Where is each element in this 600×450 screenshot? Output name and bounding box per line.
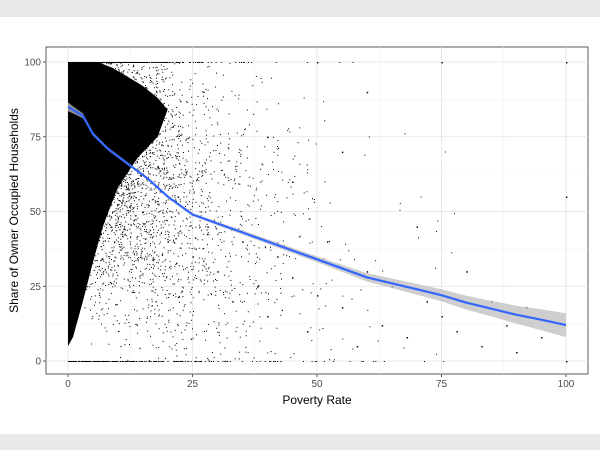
scatter-point: [117, 181, 120, 183]
scatter-point: [566, 62, 568, 64]
chart-frame: 0 25 50 75 100 0 25 50 75 100 Poverty Rate Share…: [0, 17, 600, 434]
smooth-trend-line: [67, 105, 567, 327]
scatter-point: [516, 352, 518, 354]
scatter-point: [341, 151, 344, 154]
scatter-point: [317, 295, 319, 297]
scatter-point: [366, 271, 369, 273]
scatter-point: [127, 136, 130, 139]
scatter-plot: 0 25 50 75 100 0 25 50 75 100 Poverty Rate Share…: [7, 46, 589, 407]
y-tick-label: 100: [24, 58, 41, 69]
scatter-point: [292, 277, 294, 279]
scatter-point: [416, 226, 418, 228]
scatter-point: [97, 151, 100, 154]
scatter-point: [72, 67, 75, 70]
scatter-point: [257, 286, 259, 288]
y-tick-label: 50: [30, 207, 42, 218]
y-axis-ticks: 0 25 50 75 100: [24, 58, 46, 368]
x-axis-title: Poverty Rate: [282, 393, 352, 407]
scatter-point: [177, 196, 179, 198]
scatter-point: [217, 271, 219, 273]
scatter-point: [441, 316, 443, 318]
scatter-point: [341, 307, 344, 309]
x-tick-label: 75: [436, 379, 448, 390]
scatter-points: [68, 62, 568, 363]
scatter-point: [366, 91, 369, 94]
scatter-point: [356, 346, 359, 348]
scatter-point: [307, 331, 309, 333]
scatter-point: [456, 331, 458, 333]
scatter-point: [107, 121, 110, 124]
scatter-point: [77, 91, 80, 94]
scatter-point: [466, 271, 468, 273]
scatter-point: [566, 196, 568, 198]
scatter-point: [92, 76, 95, 79]
scatter-dense-core: [68, 62, 168, 347]
x-tick-label: 50: [311, 379, 323, 390]
scatter-point: [267, 136, 269, 139]
x-tick-label: 25: [187, 379, 199, 390]
scatter-point: [167, 241, 169, 243]
y-axis-title: Share of Owner Occupied Households: [7, 108, 21, 313]
scatter-point: [481, 346, 483, 348]
scatter-point: [541, 337, 543, 339]
y-tick-label: 0: [35, 357, 41, 368]
y-tick-label: 25: [30, 282, 42, 293]
scatter-point: [566, 361, 568, 363]
scatter-point: [326, 241, 329, 243]
scatter-point: [267, 316, 269, 318]
x-tick-label: 100: [558, 379, 575, 390]
scatter-point: [192, 256, 194, 258]
scatter-point: [426, 301, 428, 303]
scatter-point: [317, 62, 319, 64]
scatter-point: [207, 226, 209, 228]
scatter-point: [277, 256, 279, 258]
x-tick-label: 0: [65, 379, 71, 390]
smooth-line: [67, 105, 567, 327]
scatter-point: [292, 181, 294, 183]
scatter-point: [441, 62, 443, 64]
x-axis-ticks: 0 25 50 75 100: [65, 374, 575, 390]
scatter-point: [506, 325, 508, 327]
scatter-point: [82, 106, 85, 109]
scatter-point: [142, 211, 145, 213]
scatter-point: [157, 166, 160, 169]
y-tick-label: 75: [30, 132, 42, 143]
scatter-point: [381, 325, 384, 327]
scatter-point: [232, 301, 234, 303]
scatter-point: [406, 337, 409, 339]
scatter-point: [242, 241, 244, 243]
